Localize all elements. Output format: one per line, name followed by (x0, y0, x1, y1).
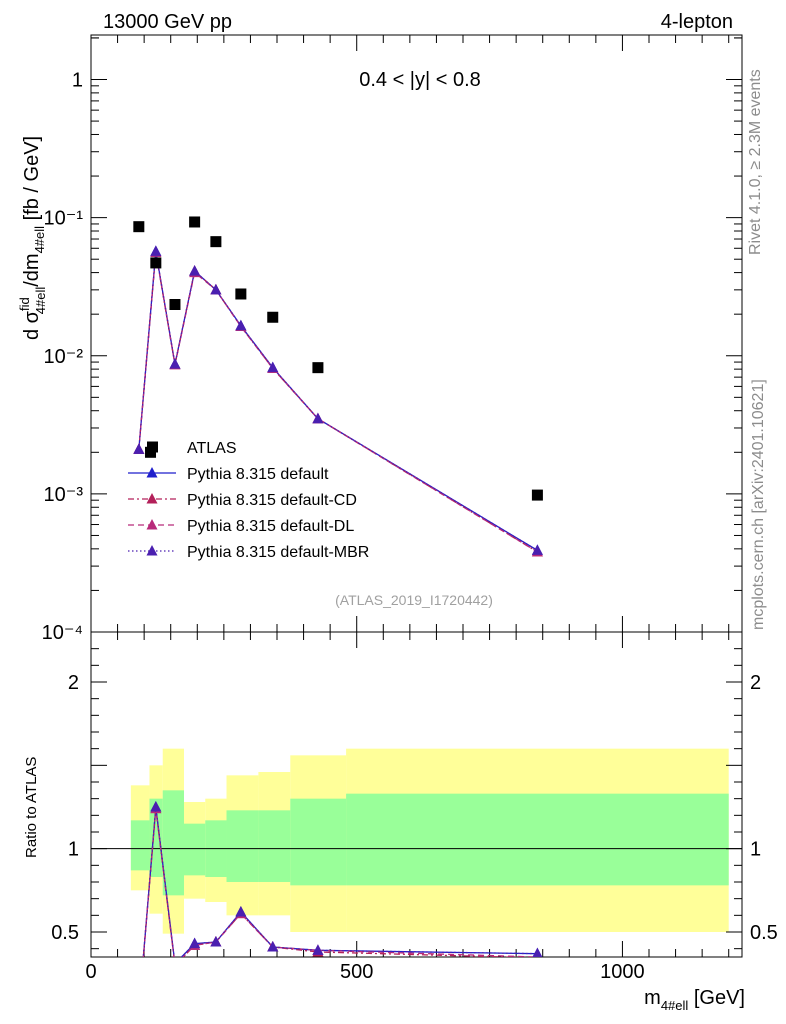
legend-label-atlas: ATLAS (187, 440, 237, 457)
y-axis-title-ratio: Ratio to ATLAS (23, 757, 40, 858)
inner-band-bin (258, 810, 291, 882)
inner-band-bin (184, 823, 206, 876)
legend: ATLAS Pythia 8.315 default Pythia 8.315 de… (128, 440, 369, 561)
data-point (169, 298, 181, 310)
legend-label-0: Pythia 8.315 default (187, 466, 329, 483)
inner-band-bin (149, 798, 163, 877)
mcplots-label: mcplots.cern.ch [arXiv:2401.10621] (750, 379, 767, 630)
ratio-series-group (133, 801, 543, 1016)
series-2-ratio-point (169, 959, 180, 970)
series-1-ratio-point (133, 1005, 144, 1016)
y-axis-title-main: d σfid4#ell/dm4#ell [fb / GeV] (17, 136, 48, 340)
series-3-main-point (189, 265, 201, 276)
series-3-ratio-point (312, 944, 324, 955)
data-point (235, 288, 247, 300)
energy-label: 13000 GeV pp (103, 11, 232, 33)
rivet-label: Rivet 4.1.0, ≥ 2.3M events (747, 69, 764, 255)
data-point (133, 221, 145, 233)
ratio-y-tick-label-right: 1 (750, 839, 761, 861)
ratio-y-tick-label: 0.5 (51, 922, 79, 944)
inner-band-bin (130, 820, 150, 871)
main-y-tick-label: 10⁻⁴ (42, 622, 83, 644)
series-3-main-point (133, 443, 145, 454)
ratio-bands (130, 748, 729, 934)
legend-marker-3 (146, 545, 158, 556)
axis-ticks (90, 35, 742, 957)
rapidity-label: 0.4 < |y| < 0.8 (359, 69, 481, 91)
series-3-main-point (235, 319, 247, 331)
legend-marker-2 (146, 519, 158, 530)
svg-text:d σfid4#ell/dm4#ell [fb / GeV]: d σfid4#ell/dm4#ell [fb / GeV] (17, 136, 48, 340)
series-3-main-point (169, 358, 181, 369)
series-3-ratio-point (133, 1005, 144, 1016)
data-point (210, 236, 222, 248)
series-3-main-point (267, 361, 279, 373)
series-3-main-point (210, 283, 222, 295)
series-3-ratio-point (150, 801, 162, 812)
legend-marker-0 (146, 467, 158, 478)
ratio-y-tick-label: 1 (68, 839, 79, 861)
series-0-ratio-point (169, 958, 180, 969)
series-3-ratio-point (532, 947, 543, 957)
x-tick-label: 1000 (600, 961, 645, 983)
ratio-frame (90, 631, 743, 958)
main-series-group (133, 245, 543, 557)
series-1-ratio-point (169, 959, 180, 970)
ratio-y-tick-label: 2 (68, 672, 79, 694)
data-points (133, 216, 543, 501)
x-axis-title: m4#ell [GeV] (644, 987, 745, 1013)
series-0-ratio-point (133, 1005, 144, 1016)
data-point (312, 362, 324, 374)
main-y-tick-label: 10⁻² (44, 346, 84, 368)
ratio-y-tick-label-right: 0.5 (750, 922, 778, 944)
x-tick-label: 0 (85, 961, 96, 983)
series-3-ratio-point (169, 958, 180, 969)
series-3-ratio-point (189, 937, 201, 949)
inner-band-bin (290, 798, 347, 886)
series-3-main-point (312, 412, 324, 424)
series-3-ratio-point (235, 906, 247, 917)
analysis-id: (ATLAS_2019_I1720442) (335, 592, 493, 608)
inner-band-bin (162, 790, 184, 896)
inner-band-bin (226, 810, 259, 882)
series-2-ratio-point (133, 1005, 144, 1016)
series-3-main-point (150, 245, 162, 256)
main-y-tick-label: 1 (72, 70, 83, 92)
series-3-ratio-point (267, 941, 279, 952)
legend-label-3: Pythia 8.315 default-MBR (187, 544, 369, 561)
data-point (267, 311, 279, 323)
main-y-tick-label: 10⁻³ (44, 484, 84, 506)
main-frame (90, 34, 743, 633)
data-point (189, 216, 201, 228)
x-tick-label: 500 (340, 961, 373, 983)
data-point (531, 489, 543, 501)
main-y-tick-label: 10⁻¹ (44, 208, 84, 230)
process-label: 4-lepton (661, 11, 733, 33)
legend-label-1: Pythia 8.315 default-CD (187, 492, 357, 509)
legend-marker-1 (146, 493, 158, 504)
data-point (150, 257, 162, 269)
legend-marker-atlas (147, 441, 158, 453)
inner-band-bin (346, 793, 729, 886)
legend-label-2: Pythia 8.315 default-DL (187, 518, 354, 535)
series-3-main-point (531, 544, 543, 555)
series-3-ratio-point (210, 936, 222, 947)
ratio-y-tick-label-right: 2 (750, 672, 761, 694)
